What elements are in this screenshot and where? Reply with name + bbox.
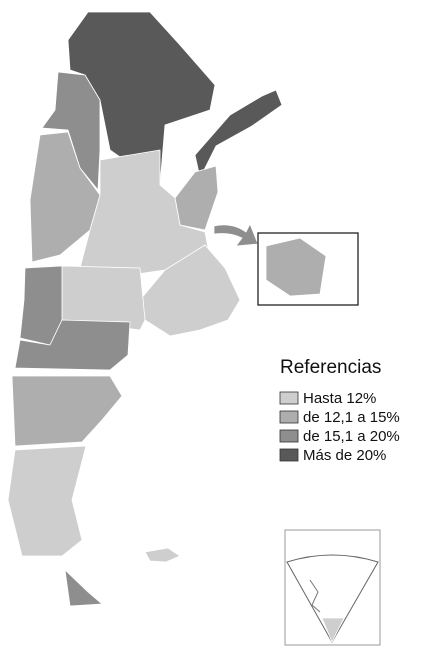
peninsula bbox=[309, 579, 321, 613]
province bbox=[174, 165, 219, 231]
legend-swatch bbox=[279, 410, 299, 424]
country bbox=[7, 11, 283, 607]
legend-label: de 15,1 a 20% bbox=[303, 428, 400, 445]
arrow bbox=[213, 223, 259, 247]
antarctic-land bbox=[321, 617, 345, 643]
province bbox=[11, 375, 123, 447]
legend-title: Referencias bbox=[280, 357, 381, 378]
legend-swatch bbox=[279, 448, 299, 462]
legend-swatch bbox=[279, 391, 299, 405]
sector bbox=[286, 554, 379, 644]
legend-label: Más de 20% bbox=[303, 447, 386, 464]
province bbox=[64, 569, 103, 607]
islands bbox=[144, 547, 181, 563]
legend-label: de 12,1 a 15% bbox=[303, 409, 400, 426]
antarctica-inset bbox=[284, 529, 381, 646]
legend-swatch bbox=[279, 429, 299, 443]
province bbox=[194, 89, 283, 179]
province bbox=[7, 445, 87, 557]
capital bbox=[265, 237, 327, 297]
legend: Referencias Hasta 12% de 12,1 a 15% de 15,… bbox=[279, 357, 400, 464]
province bbox=[14, 319, 131, 371]
legend-label: Hasta 12% bbox=[303, 390, 376, 407]
province bbox=[41, 71, 101, 191]
